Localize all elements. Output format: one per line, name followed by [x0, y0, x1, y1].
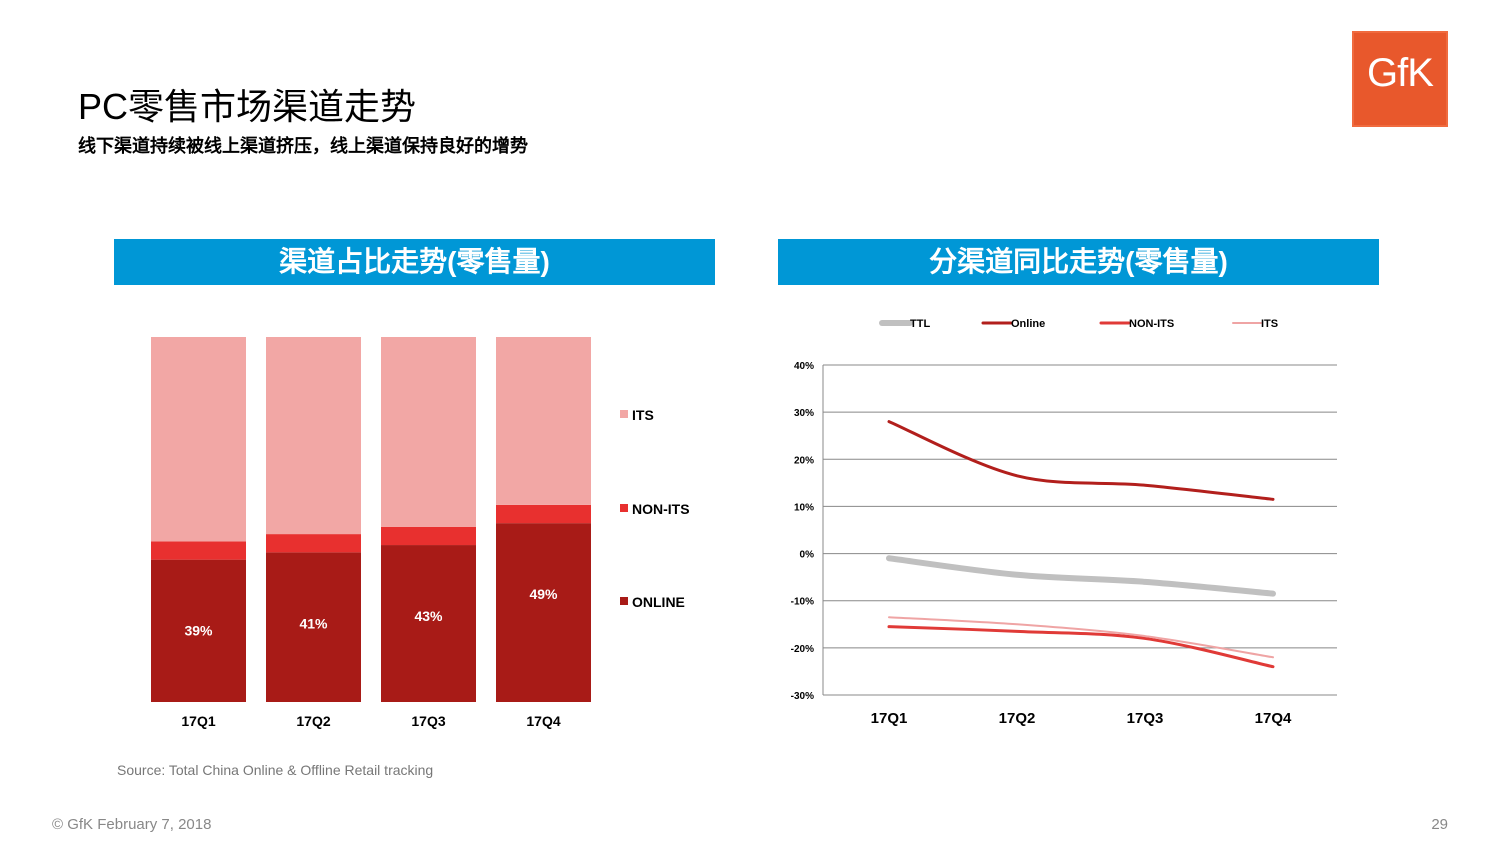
bar-segment-online-17q2 [266, 552, 361, 702]
line-x-tick-label: 17Q2 [999, 710, 1036, 727]
bar-segment-online-17q4 [496, 523, 591, 702]
line-y-tick-label: 0% [800, 550, 815, 561]
page-title: PC零售市场渠道走势 [78, 86, 417, 127]
line-y-tick-label: 30% [794, 408, 814, 419]
bar-legend-label: NON-ITS [632, 501, 690, 517]
bar-x-tick-label: 17Q1 [181, 713, 215, 729]
line-legend-label: NON-ITS [1129, 318, 1174, 330]
yoy-chart-title: 分渠道同比走势(零售量) [778, 239, 1379, 285]
line-series-ttl [886, 555, 1276, 597]
bar-data-label: 49% [529, 586, 558, 602]
line-x-tick-label: 17Q4 [1255, 710, 1292, 727]
line-y-tick-label: -20% [791, 644, 814, 655]
bar-x-tick-label: 17Q4 [526, 713, 560, 729]
line-series-online [887, 420, 1275, 501]
bar-data-label: 39% [184, 623, 213, 639]
bar-segment-non-its-17q1 [151, 541, 246, 560]
bar-segment-non-its-17q2 [266, 534, 361, 553]
bar-legend-swatch-its [620, 410, 628, 418]
line-y-tick-label: 20% [794, 455, 814, 466]
bar-segment-its-17q2 [266, 337, 361, 535]
line-x-tick-label: 17Q3 [1127, 710, 1164, 727]
bar-segment-online-17q1 [151, 559, 246, 702]
bar-segment-its-17q3 [381, 337, 476, 527]
line-legend-label: TTL [910, 318, 930, 330]
line-y-tick-label: 10% [794, 502, 814, 513]
bar-data-label: 41% [299, 615, 328, 631]
bar-data-label: 43% [414, 608, 443, 624]
line-y-tick-label: -10% [791, 597, 814, 608]
line-y-tick-label: -30% [791, 691, 814, 702]
line-x-tick-label: 17Q1 [871, 710, 908, 727]
bar-x-tick-label: 17Q2 [296, 713, 330, 729]
bar-segment-its-17q4 [496, 337, 591, 505]
page-subtitle: 线下渠道持续被线上渠道挤压，线上渠道保持良好的增势 [78, 136, 528, 156]
bar-legend-label: ONLINE [632, 594, 685, 610]
bar-segment-its-17q1 [151, 337, 246, 542]
gfk-logo-text: GfK [1367, 51, 1434, 95]
line-series-its [888, 616, 1274, 659]
footer-copyright: © GfK February 7, 2018 [52, 816, 212, 833]
bar-legend-swatch-non-its [620, 504, 628, 512]
page-number: 29 [1431, 816, 1448, 833]
bar-segment-online-17q3 [381, 545, 476, 702]
line-series-non-its [887, 625, 1275, 669]
gfk-logo: GfK [1352, 31, 1448, 127]
line-legend-label: Online [1011, 318, 1045, 330]
bar-legend-label: ITS [632, 407, 654, 423]
share-chart-title: 渠道占比走势(零售量) [114, 239, 715, 285]
source-note: Source: Total China Online & Offline Ret… [117, 762, 434, 778]
bar-legend-swatch-online [620, 597, 628, 605]
line-legend-label: ITS [1261, 318, 1278, 330]
line-y-tick-label: 40% [794, 361, 814, 372]
bar-segment-non-its-17q4 [496, 504, 591, 524]
bar-segment-non-its-17q3 [381, 526, 476, 546]
bar-x-tick-label: 17Q3 [411, 713, 445, 729]
